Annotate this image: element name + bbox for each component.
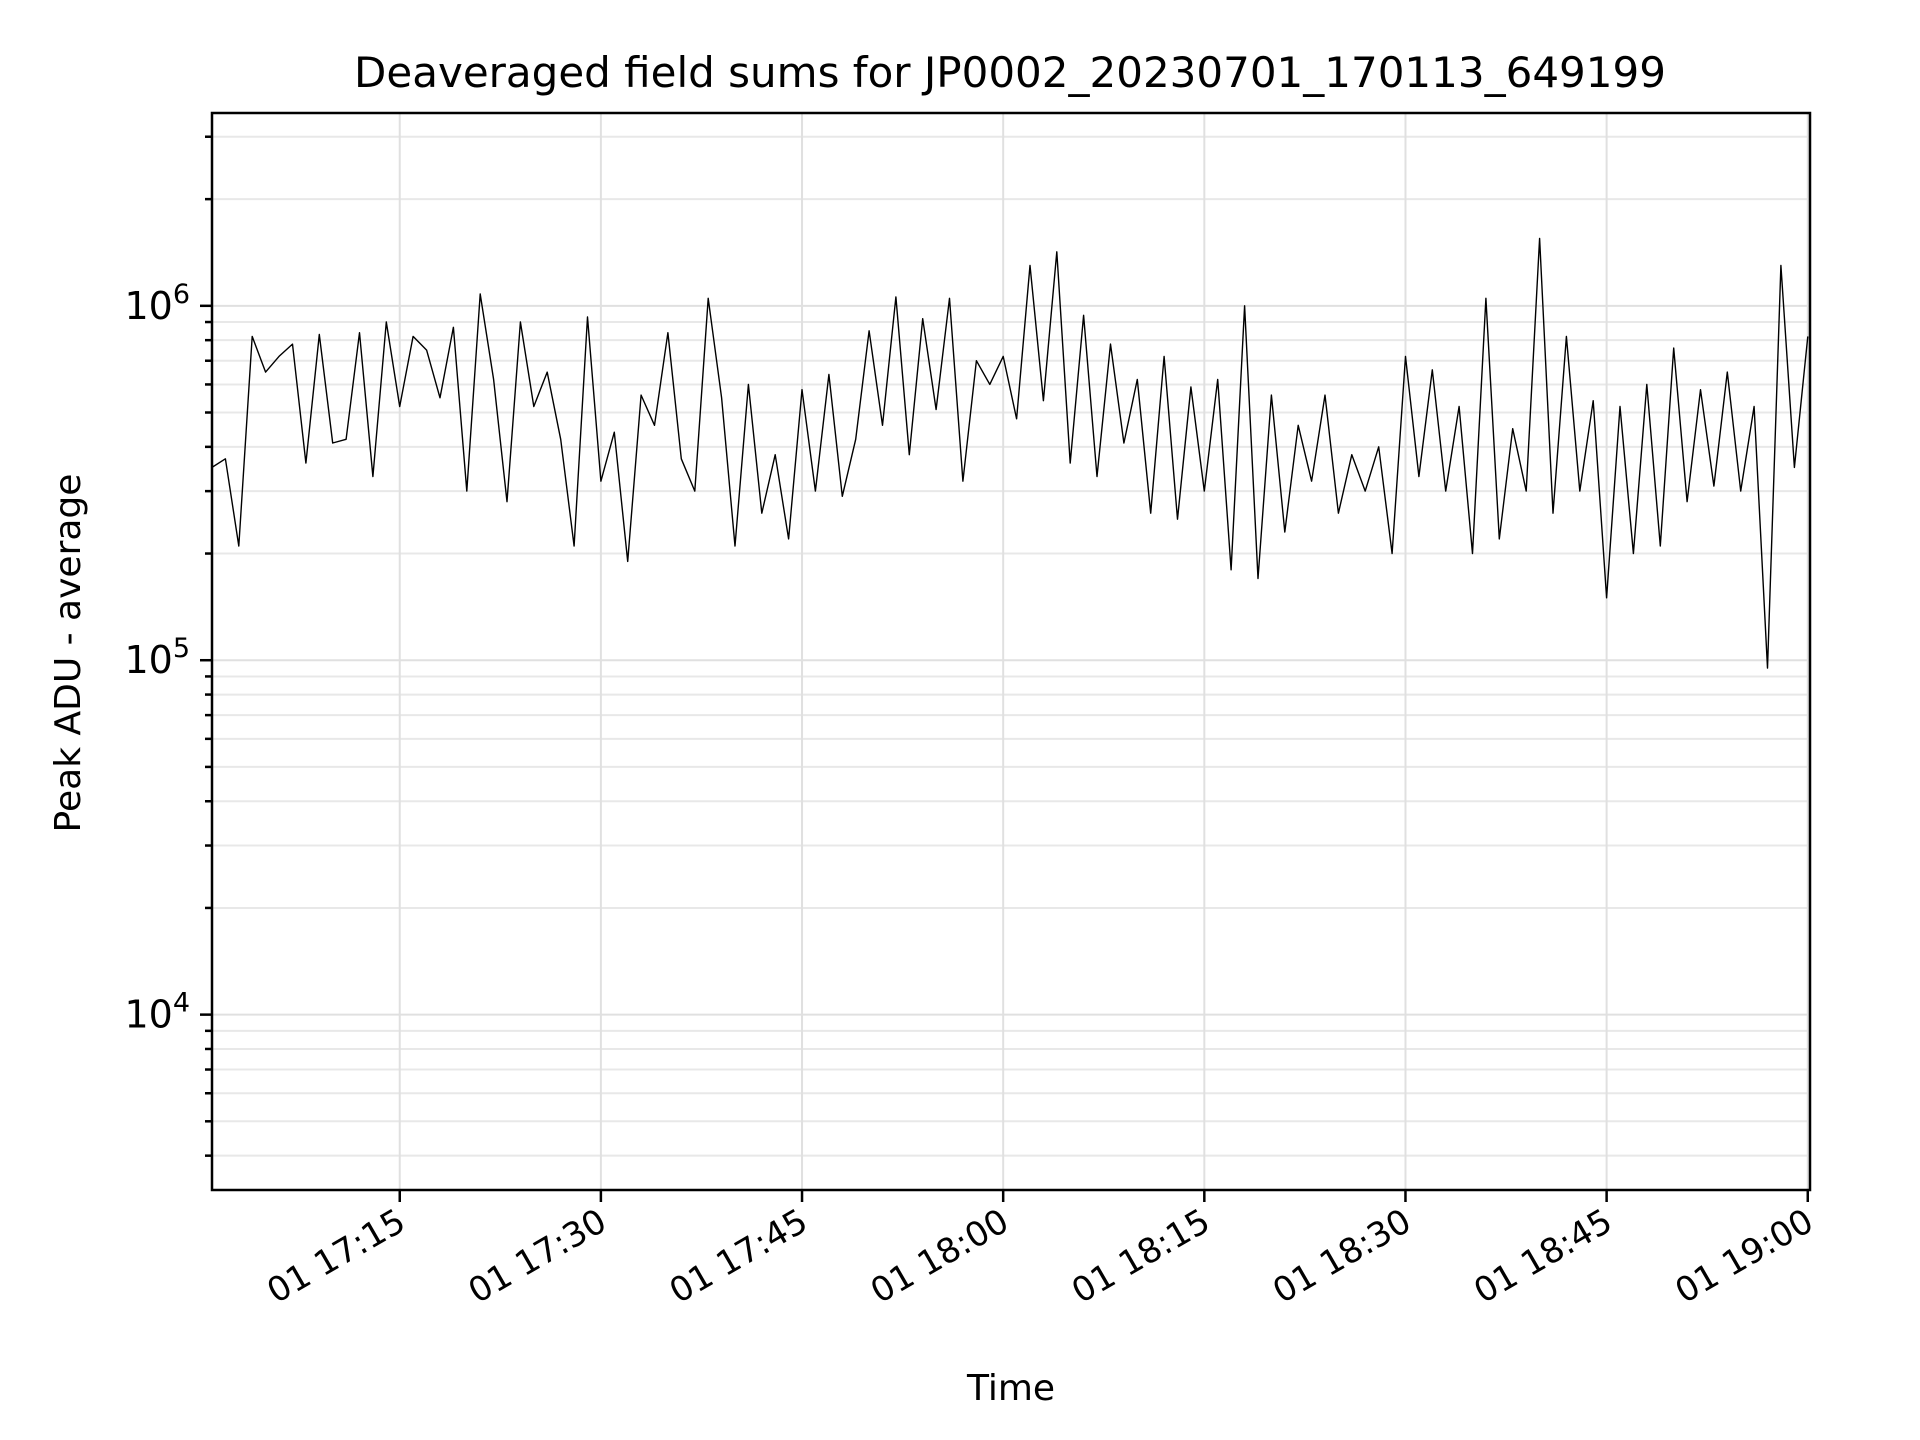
series-layer	[211, 237, 1809, 669]
grid	[212, 113, 1810, 1190]
chart-title: Deaveraged field sums for JP0002_2023070…	[354, 48, 1666, 97]
y-tick-label: 104	[124, 988, 190, 1037]
series-line	[211, 237, 1809, 669]
y-tick-label: 105	[124, 633, 190, 682]
y-tick-label-base: 10	[124, 284, 172, 328]
y-tick-label-base: 10	[124, 638, 172, 682]
plot-frame	[210, 111, 1812, 1192]
y-tick-label-exponent: 5	[173, 633, 190, 664]
y-tick-label-exponent: 4	[173, 988, 190, 1019]
x-axis-label: Time	[966, 1368, 1055, 1409]
y-axis-label: Peak ADU - average	[48, 474, 89, 833]
y-tick-label-exponent: 6	[173, 279, 190, 310]
y-tick-label-base: 10	[124, 993, 172, 1037]
y-tick-label: 106	[124, 279, 190, 328]
